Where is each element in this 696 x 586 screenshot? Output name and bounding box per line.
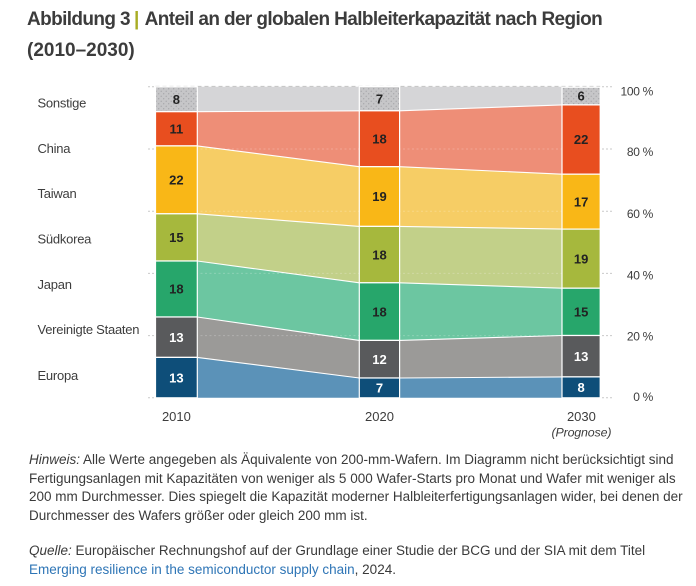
- svg-text:(Prognose): (Prognose): [552, 426, 612, 440]
- svg-text:13: 13: [169, 370, 183, 385]
- svg-text:11: 11: [170, 121, 184, 136]
- svg-text:0 %: 0 %: [633, 390, 653, 404]
- svg-text:12: 12: [372, 352, 386, 367]
- svg-text:Taiwan: Taiwan: [38, 186, 77, 201]
- svg-text:18: 18: [372, 247, 386, 262]
- svg-text:8: 8: [173, 92, 180, 107]
- svg-text:Japan: Japan: [38, 277, 72, 292]
- svg-text:2010: 2010: [162, 409, 191, 424]
- svg-text:Sonstige: Sonstige: [38, 95, 87, 110]
- svg-text:Südkorea: Südkorea: [38, 232, 93, 247]
- svg-text:15: 15: [169, 230, 183, 245]
- svg-text:18: 18: [372, 132, 386, 147]
- svg-text:13: 13: [574, 349, 588, 364]
- svg-text:15: 15: [574, 305, 588, 320]
- svg-text:6: 6: [577, 89, 584, 104]
- svg-text:7: 7: [376, 381, 383, 396]
- svg-text:Europa: Europa: [38, 368, 79, 383]
- svg-text:7: 7: [376, 91, 383, 106]
- svg-text:China: China: [38, 141, 72, 156]
- svg-text:18: 18: [372, 304, 386, 319]
- svg-text:2020: 2020: [365, 409, 394, 424]
- svg-text:100 %: 100 %: [620, 84, 653, 98]
- svg-text:17: 17: [574, 194, 588, 209]
- svg-text:8: 8: [577, 380, 584, 395]
- svg-text:40 %: 40 %: [627, 269, 654, 283]
- svg-text:2030: 2030: [567, 409, 596, 424]
- svg-text:20 %: 20 %: [627, 329, 654, 343]
- svg-text:60 %: 60 %: [627, 207, 654, 221]
- svg-text:19: 19: [574, 251, 588, 266]
- svg-text:22: 22: [169, 173, 183, 188]
- svg-text:Vereinigte Staaten: Vereinigte Staaten: [38, 322, 140, 337]
- svg-text:13: 13: [169, 330, 183, 345]
- svg-text:22: 22: [574, 132, 588, 147]
- svg-text:19: 19: [372, 189, 386, 204]
- svg-text:18: 18: [169, 282, 183, 297]
- svg-text:80 %: 80 %: [627, 145, 654, 159]
